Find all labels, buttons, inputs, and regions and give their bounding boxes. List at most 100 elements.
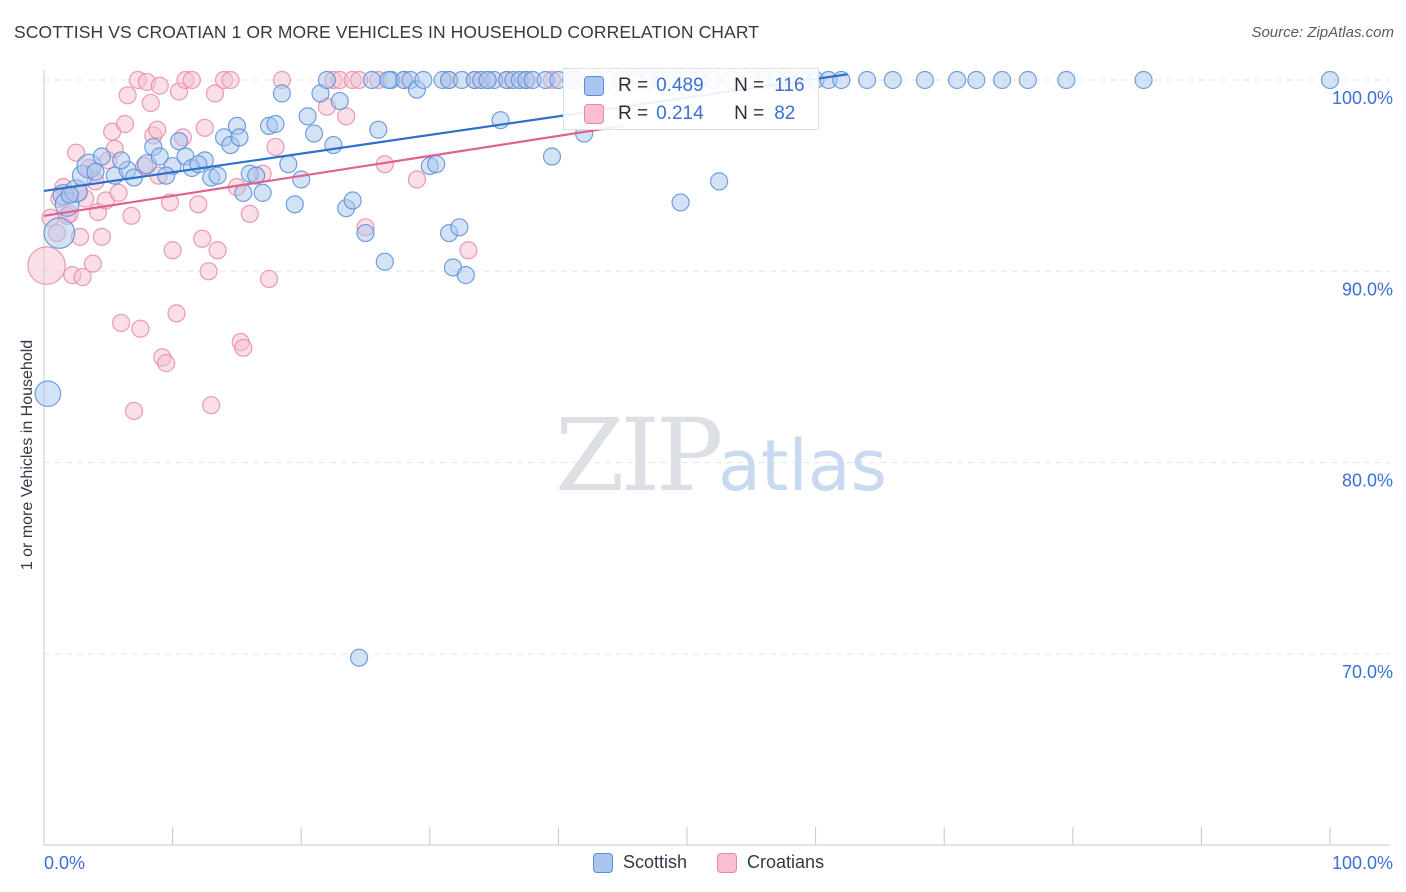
scottish-point (292, 170, 311, 189)
watermark: ZIP atlas (555, 397, 887, 514)
scottish-point (414, 70, 433, 90)
scottish-point (279, 155, 298, 174)
croatian-point (182, 70, 201, 90)
scottish-point (157, 166, 176, 185)
croatian-point (141, 93, 160, 113)
croatian-point (112, 313, 131, 333)
croatian-point (407, 170, 427, 189)
croatian-point (122, 206, 141, 225)
croatian-point (205, 84, 225, 103)
scottish-swatch (593, 852, 613, 873)
croatian-point (189, 195, 208, 214)
scottish-point (1057, 70, 1076, 90)
scottish-point (43, 217, 76, 249)
y-tick-label: 100.0% (1332, 88, 1393, 108)
scottish-point (542, 147, 562, 166)
scottish-point (967, 70, 986, 90)
croatian-point (118, 86, 137, 105)
scottish-point (343, 191, 362, 210)
croatian-point (221, 70, 240, 90)
scottish-point (427, 155, 446, 174)
scottish-point (304, 124, 324, 143)
n-value: 116 (774, 75, 805, 96)
scottish-point (208, 166, 227, 185)
scottish-point (317, 70, 337, 90)
croatian-point (131, 319, 150, 338)
croatian-point (234, 338, 253, 357)
stats-legend: R = 0.489 N = 116 R = 0.214 N = 82 (563, 68, 819, 130)
scottish-point (356, 223, 375, 243)
scottish-point (34, 380, 62, 408)
croatian-point (115, 114, 135, 134)
y-tick-label: 70.0% (1342, 662, 1393, 682)
scottish-points (34, 70, 1340, 667)
scottish-point (298, 107, 317, 126)
r-value: 0.214 (656, 103, 704, 124)
croatian-point (150, 76, 169, 95)
scottish-point (1134, 70, 1153, 90)
watermark-atlas: atlas (718, 425, 887, 507)
croatian-point (92, 227, 111, 246)
x-tick-label: 100.0% (1332, 853, 1393, 873)
croatian-point (157, 354, 176, 373)
scottish-point (169, 132, 189, 151)
watermark-zip: ZIP (555, 397, 720, 514)
croatian-point (124, 401, 144, 421)
scottish-point (710, 172, 729, 191)
scottish-point (883, 70, 902, 90)
legend-item-scottish[interactable]: Scottish (593, 852, 687, 873)
y-tick-label: 80.0% (1342, 471, 1393, 491)
croatian-point (193, 229, 212, 248)
scottish-point (272, 84, 292, 103)
croatian-point (67, 143, 86, 162)
scottish-point (1320, 70, 1340, 90)
source-label: Source: ZipAtlas.com (1251, 24, 1394, 41)
croatian-point (199, 262, 218, 281)
r-value: 0.489 (656, 75, 704, 96)
scottish-point (112, 151, 131, 170)
scottish-point (285, 195, 304, 214)
legend-label-scottish: Scottish (623, 852, 688, 872)
scottish-point (369, 120, 388, 139)
croatian-point (160, 193, 180, 212)
n-label: N = (734, 103, 765, 124)
scottish-point (379, 70, 398, 90)
croatian-point (266, 137, 285, 157)
scottish-point (86, 162, 105, 181)
croatian-point (195, 118, 214, 137)
scottish-point (349, 648, 369, 667)
croatians-swatch (584, 104, 604, 124)
chart-title: SCOTTISH VS CROATIAN 1 OR MORE VEHICLES … (14, 22, 760, 42)
scottish-point (915, 70, 935, 90)
legend-item-croatians[interactable]: Croatians (717, 852, 824, 873)
croatian-point (208, 241, 227, 260)
scottish-point (253, 183, 272, 202)
croatian-point (459, 241, 478, 260)
scottish-point (857, 70, 877, 90)
legend-label-croatians: Croatians (747, 852, 825, 872)
y-tick-label: 90.0% (1342, 279, 1393, 299)
series-legend: Scottish Croatians (593, 852, 844, 873)
scottish-point (330, 91, 349, 111)
scottish-point (478, 70, 497, 90)
stats-row-croatians: R = 0.214 N = 82 (584, 103, 795, 125)
scottish-point (150, 147, 169, 166)
croatian-point (109, 183, 128, 202)
n-value: 82 (774, 103, 796, 124)
stats-row-scottish: R = 0.489 N = 116 (584, 75, 805, 97)
croatian-point (337, 107, 356, 126)
croatian-point (148, 120, 167, 139)
scottish-point (375, 252, 394, 271)
scottish-point (450, 218, 469, 237)
croatian-point (259, 269, 279, 289)
scottish-point (92, 147, 111, 166)
scottish-point (234, 183, 253, 202)
r-label: R = (618, 75, 649, 96)
croatian-point (163, 241, 182, 260)
scottish-point (230, 128, 249, 147)
axes (43, 70, 1390, 846)
scottish-point (266, 114, 285, 134)
tick-labels: 100.0% 90.0% 80.0% 70.0% 0.0% 100.0% (44, 88, 1393, 873)
r-label: R = (618, 103, 649, 124)
